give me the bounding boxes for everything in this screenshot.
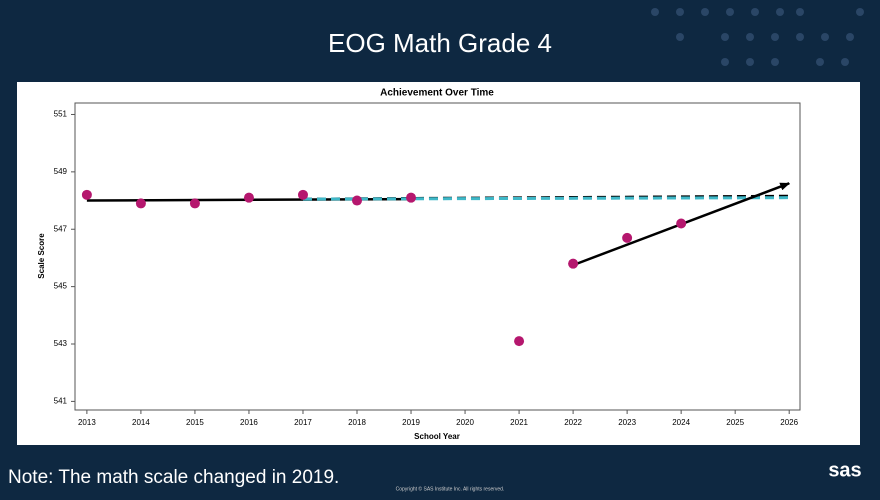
x-tick-label: 2015 [186, 418, 204, 427]
y-tick-label: 549 [54, 167, 68, 176]
decoration-dot [816, 58, 824, 66]
logo: sas [828, 459, 861, 481]
decoration-dot [796, 33, 804, 41]
chart-title: Achievement Over Time [380, 88, 494, 99]
decoration-dot [771, 58, 779, 66]
x-tick-label: 2016 [240, 418, 258, 427]
x-tick-label: 2025 [726, 418, 744, 427]
data-point [135, 198, 146, 209]
slide-note: Note: The math scale changed in 2019. [8, 467, 339, 488]
x-tick-label: 2023 [618, 418, 636, 427]
data-point [352, 195, 363, 206]
x-tick-label: 2014 [132, 418, 150, 427]
y-tick-label: 545 [54, 282, 68, 291]
data-point [514, 336, 525, 347]
decoration-dot [676, 8, 684, 16]
x-tick-label: 2017 [294, 418, 312, 427]
data-point [189, 198, 200, 209]
decoration-dot [776, 8, 784, 16]
x-tick-label: 2024 [672, 418, 690, 427]
y-tick-label: 543 [54, 339, 68, 348]
decoration-dot [676, 33, 684, 41]
data-point [81, 189, 92, 200]
chart-panel [17, 82, 860, 445]
x-tick-label: 2018 [348, 418, 366, 427]
decoration-dots [651, 8, 864, 66]
data-point [297, 189, 308, 200]
y-tick-label: 547 [54, 224, 68, 233]
x-tick-label: 2013 [78, 418, 96, 427]
decoration-dot [721, 58, 729, 66]
copyright: Copyright © SAS Institute Inc. All right… [396, 485, 505, 492]
decoration-dot [846, 33, 854, 41]
plot-frame [74, 102, 801, 411]
trend-line-dashed [302, 196, 790, 201]
x-tick-label: 2020 [456, 418, 474, 427]
decoration-dot [746, 33, 754, 41]
data-point [622, 232, 633, 243]
data-point [406, 192, 417, 203]
decoration-dot [856, 8, 864, 16]
decoration-dot [821, 33, 829, 41]
x-tick-label: 2026 [780, 418, 798, 427]
data-point [568, 258, 579, 269]
decoration-dot [771, 33, 779, 41]
decoration-dot [841, 58, 849, 66]
x-axis-label: School Year [414, 432, 460, 441]
decoration-dot [651, 8, 659, 16]
decoration-dot [796, 8, 804, 16]
data-point [676, 218, 687, 229]
decoration-dot [751, 8, 759, 16]
x-tick-label: 2022 [564, 418, 582, 427]
y-axis-label: Scale Score [37, 233, 46, 279]
decoration-dot [726, 8, 734, 16]
data-point [243, 192, 254, 203]
decoration-dot [701, 8, 709, 16]
y-tick-label: 551 [54, 110, 68, 119]
slide-title: EOG Math Grade 4 [328, 28, 552, 58]
y-tick-label: 541 [54, 397, 68, 406]
decoration-dot [746, 58, 754, 66]
x-tick-label: 2021 [510, 418, 528, 427]
x-tick-label: 2019 [402, 418, 420, 427]
decoration-dot [721, 33, 729, 41]
